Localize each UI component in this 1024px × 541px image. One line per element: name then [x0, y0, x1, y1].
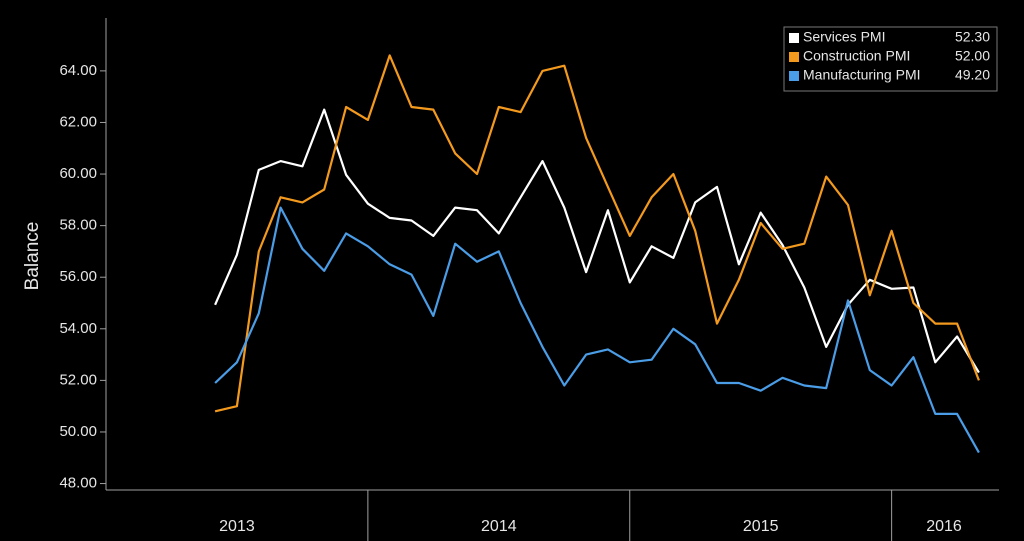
series-line	[214, 108, 980, 374]
x-tick-label: 2016	[926, 518, 962, 535]
y-tick-label: 56.00	[59, 268, 97, 285]
x-tick-label: 2013	[219, 518, 255, 535]
legend-label: Construction PMI	[803, 48, 910, 64]
y-axis-label: Balance	[22, 222, 43, 291]
legend-swatch	[789, 52, 799, 62]
y-tick-label: 54.00	[59, 320, 97, 337]
legend-label: Manufacturing PMI	[803, 67, 921, 83]
y-tick-label: 50.00	[59, 423, 97, 440]
legend-value: 49.20	[955, 67, 990, 83]
y-tick-label: 58.00	[59, 217, 97, 234]
y-tick-label: 64.00	[59, 62, 97, 79]
y-tick-label: 48.00	[59, 475, 97, 492]
series-line	[214, 206, 980, 454]
x-tick-label: 2014	[481, 518, 517, 535]
legend-label: Services PMI	[803, 29, 885, 45]
legend-box	[783, 26, 998, 92]
x-tick-label: 2015	[743, 518, 779, 535]
legend-swatch	[789, 33, 799, 43]
y-tick-label: 62.00	[59, 113, 97, 130]
legend-swatch	[789, 71, 799, 81]
series-line	[214, 54, 980, 413]
legend-value: 52.30	[955, 29, 990, 45]
legend-value: 52.00	[955, 48, 990, 64]
y-tick-label: 52.00	[59, 371, 97, 388]
y-tick-label: 60.00	[59, 165, 97, 182]
